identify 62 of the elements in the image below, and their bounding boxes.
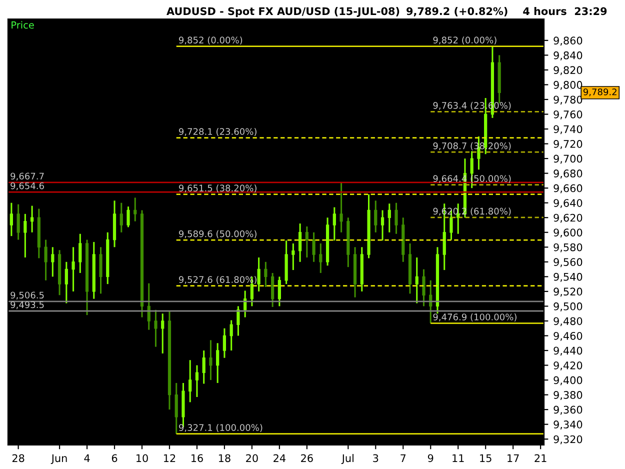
y-tick-label: 9,340 [554,420,582,430]
x-tick-label: 7 [400,454,406,462]
y-tick-label: 9,320 [554,435,582,444]
ref-line-label: 9,667.7 [10,172,44,180]
x-tick-label: 11 [452,454,464,462]
y-tick-label: 9,540 [554,272,582,282]
annotation: 9,852 (0.00%) [433,36,496,45]
ref-line-label: 9,654.6 [10,182,44,190]
x-tick-label: 6 [112,454,118,462]
y-tick-label: 9,640 [554,199,582,208]
y-tick-label: 9,360 [554,406,582,415]
chart-title: AUDUSD - Spot FX AUD/USD (15-JUL-08) [166,7,400,18]
x-tick-label: 15 [480,454,492,462]
y-tick-label: 9,620 [554,214,582,223]
x-tick-label: 28 [12,454,24,462]
x-tick-label: Jul [341,454,354,464]
y-tick-label: 9,800 [554,80,582,90]
y-tick-label: 9,780 [554,96,582,105]
ref-line-label: 9,728.1 (23.60%) [178,128,256,136]
y-tick-label: 9,760 [554,110,582,120]
y-tick-label: 9,400 [554,376,582,386]
y-tick-label: 9,520 [554,288,582,297]
chart-subtitle: 9,789.2 (+0.82%) 4 hours 23:29 [406,7,607,16]
y-tick-label: 9,680 [554,170,582,178]
x-tick-label: 16 [191,454,203,462]
ref-line-label: 9,327.1 (100.00%) [178,424,262,432]
x-tick-label: 12 [164,454,176,462]
y-tick-label: 9,700 [554,154,582,164]
x-tick-label: 4 [84,454,90,462]
x-tick-label: 3 [373,454,378,462]
y-tick-label: 9,820 [554,66,582,76]
ref-line-label: 9,651.5 (38.20%) [178,184,256,193]
y-tick-label: 9,420 [554,361,582,370]
x-tick-label: 10 [136,454,148,462]
ref-line-label: 9,589.6 (50.00%) [178,230,256,238]
y-tick-label: 9,500 [554,302,582,312]
x-tick-label: 9 [428,454,434,462]
y-tick-label: 9,660 [554,184,582,194]
text: 9,789.2 [583,88,616,96]
x-tick-label: Jun [50,454,67,464]
y-tick-label: 9,740 [554,125,582,134]
ref-line-label: 9,506.5 [10,292,44,300]
y-tick-label: 9,580 [554,243,582,252]
x-tick-label: 21 [534,454,546,462]
y-tick-label: 9,860 [554,36,582,46]
x-tick-label: 26 [301,454,313,462]
annotation: Price [12,21,34,29]
y-tick-label: 9,480 [554,317,582,326]
y-tick-label: 9,380 [554,391,582,400]
ref-line-label: 9,476.9 (100.00%) [433,313,516,322]
x-tick-label: 17 [508,454,519,462]
y-tick-label: 9,840 [554,51,582,60]
x-tick-label: 24 [274,454,286,462]
ref-line-label: 9,852 (0.00%) [178,36,242,45]
ref-line-label: 9,493.5 [10,301,44,310]
y-tick-label: 9,720 [554,140,582,149]
y-tick-label: 9,460 [554,332,582,341]
x-tick-label: 20 [246,454,258,462]
y-tick-label: 9,560 [554,258,582,268]
y-tick-label: 9,440 [554,346,582,356]
x-tick-label: 18 [218,454,230,462]
y-tick-label: 9,600 [554,228,582,238]
